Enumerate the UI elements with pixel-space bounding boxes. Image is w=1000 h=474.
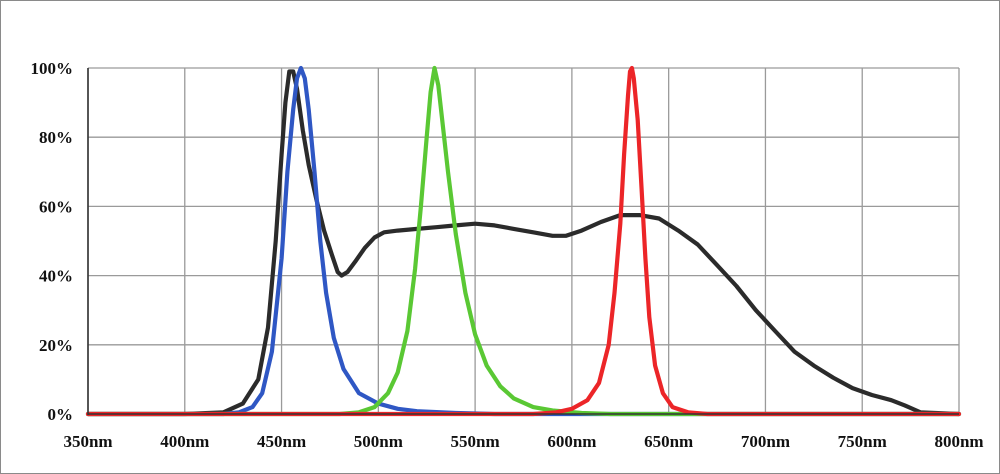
- x-tick-labels: 350nm 400nm 450nm 500nm 550nm 600nm 650nm 700nm…: [63, 432, 983, 451]
- series-line-0: [85, 69, 962, 417]
- x-tick-label: 450nm: [257, 432, 306, 451]
- y-tick-label: 100%: [31, 59, 74, 78]
- series-line-3: [85, 65, 962, 417]
- series-line-2: [85, 65, 962, 417]
- y-tick-label: 20%: [39, 336, 73, 355]
- x-tick-label: 400nm: [160, 432, 209, 451]
- x-tick-label: 500nm: [354, 432, 403, 451]
- grid: [87, 67, 960, 415]
- x-tick-label: 350nm: [63, 432, 112, 451]
- x-tick-label: 800nm: [934, 432, 983, 451]
- y-tick-label: 80%: [39, 128, 73, 147]
- x-tick-label: 550nm: [451, 432, 500, 451]
- y-tick-label: 0%: [48, 405, 74, 424]
- x-tick-label: 600nm: [547, 432, 596, 451]
- axes: [87, 68, 959, 415]
- x-tick-label: 750nm: [838, 432, 887, 451]
- y-tick-label: 60%: [39, 197, 73, 216]
- series-line-1: [85, 65, 962, 417]
- y-tick-label: 40%: [39, 267, 73, 286]
- series-group: [85, 65, 962, 417]
- x-tick-label: 650nm: [644, 432, 693, 451]
- x-tick-label: 700nm: [741, 432, 790, 451]
- y-tick-labels: 0% 20% 40% 60% 80% 100%: [31, 59, 74, 424]
